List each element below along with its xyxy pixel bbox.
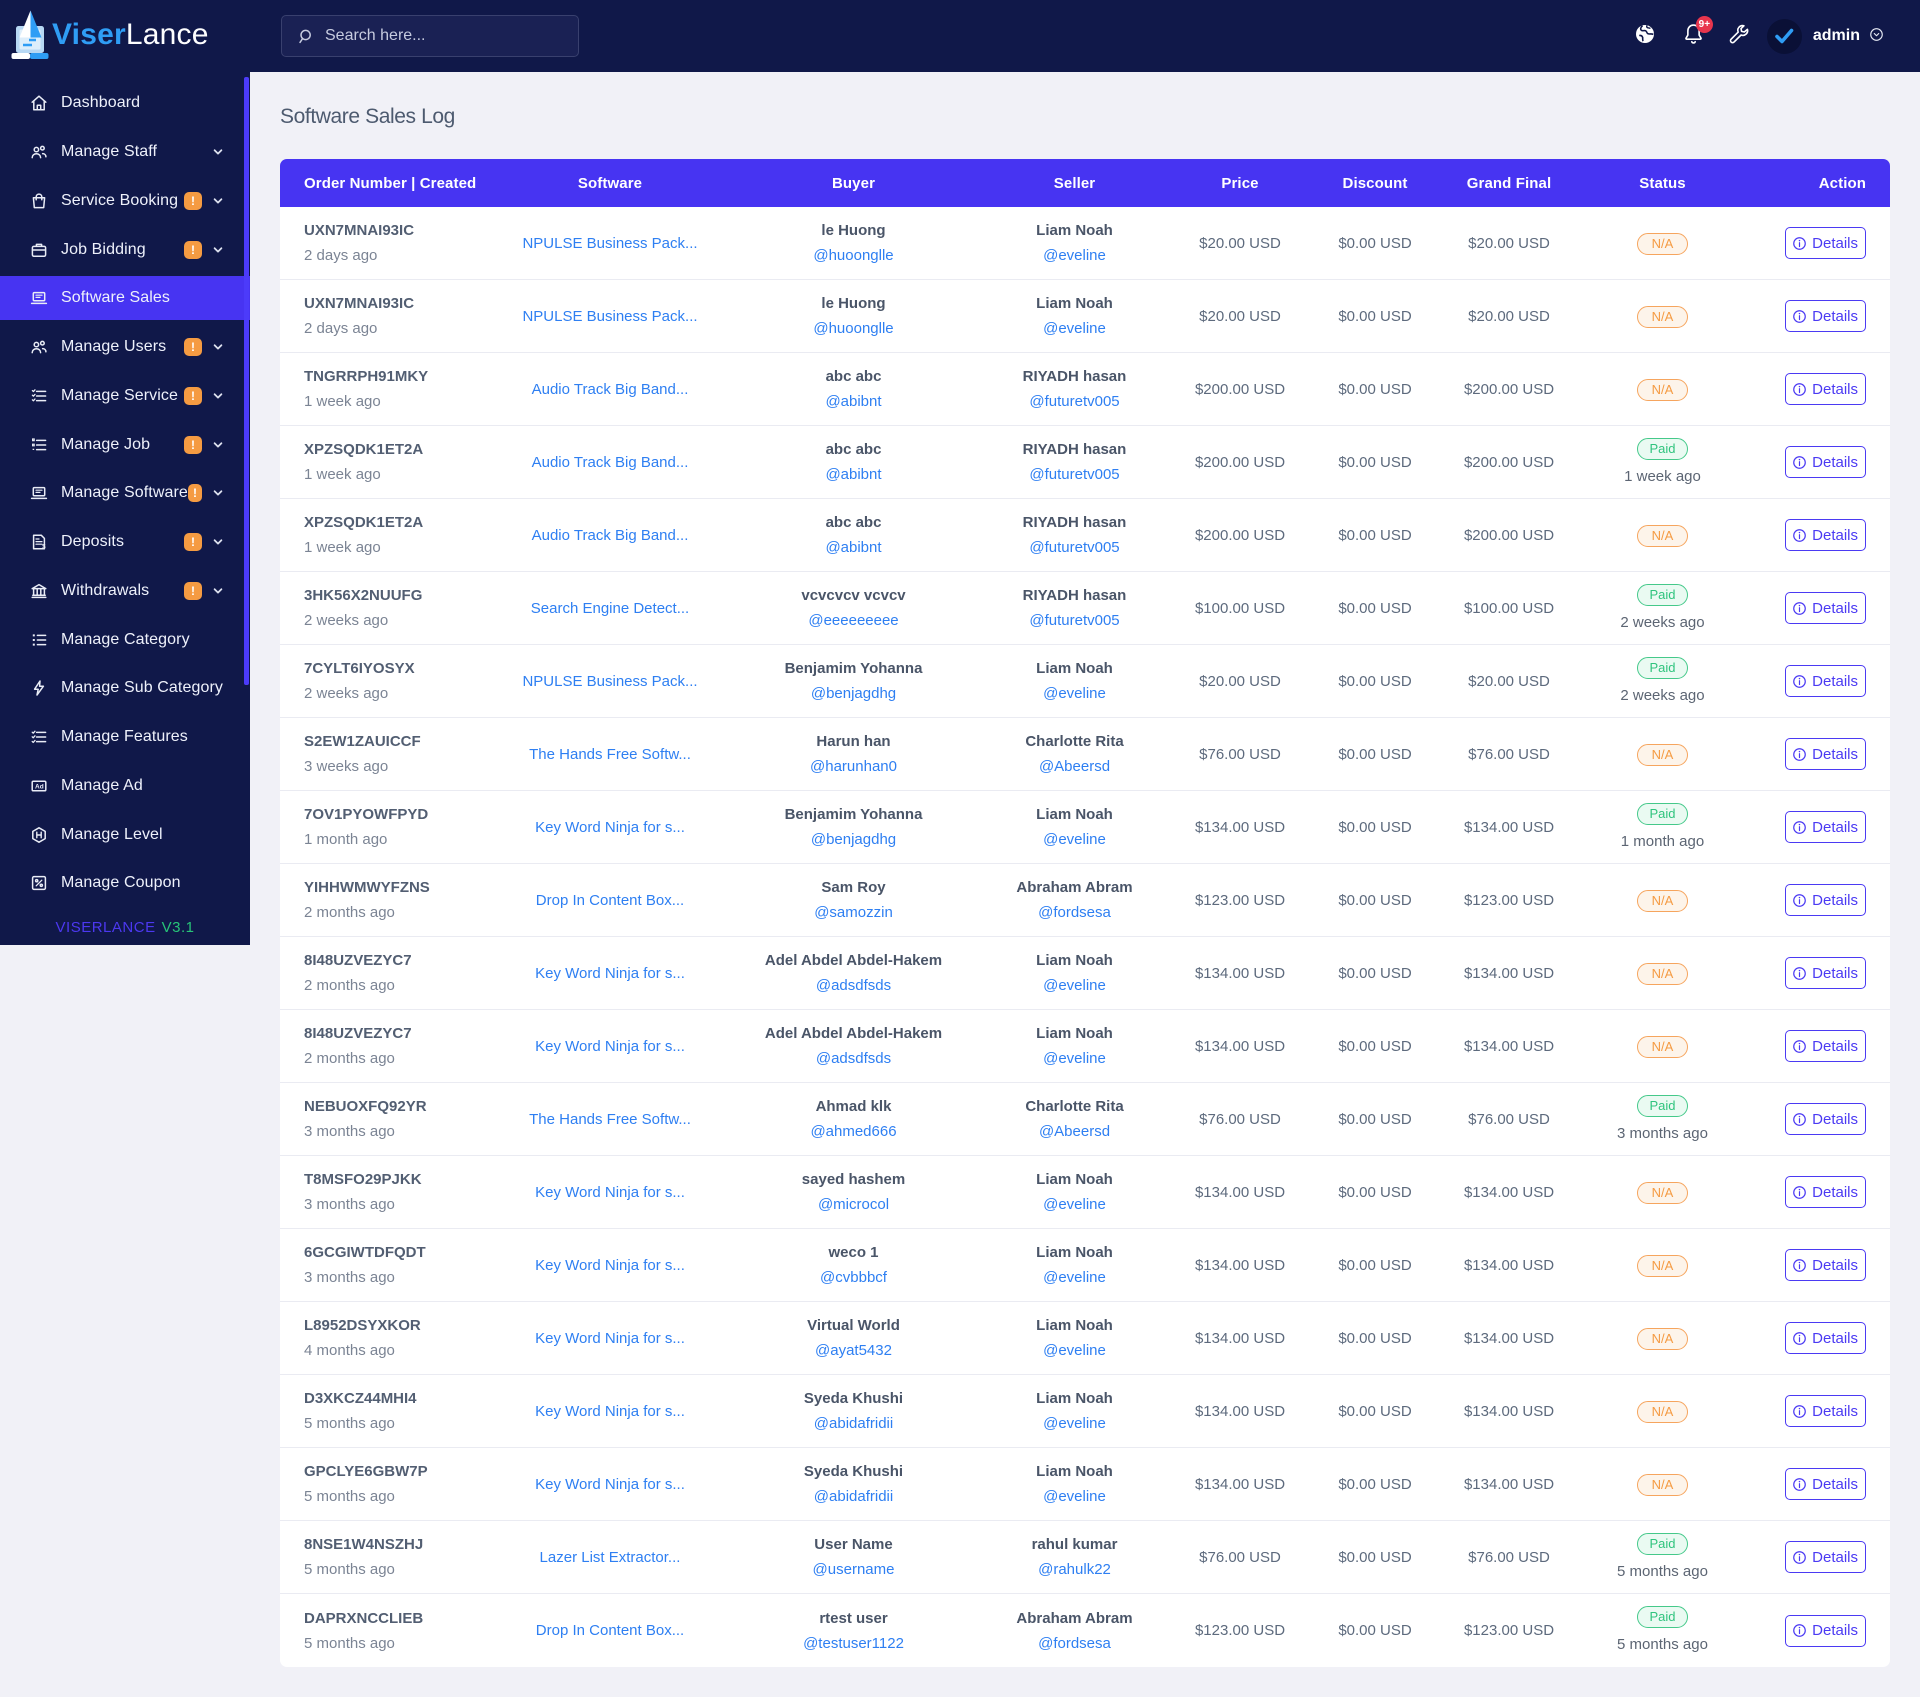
svg-text:$: $ xyxy=(42,545,46,551)
svg-text:Ad: Ad xyxy=(35,783,44,790)
